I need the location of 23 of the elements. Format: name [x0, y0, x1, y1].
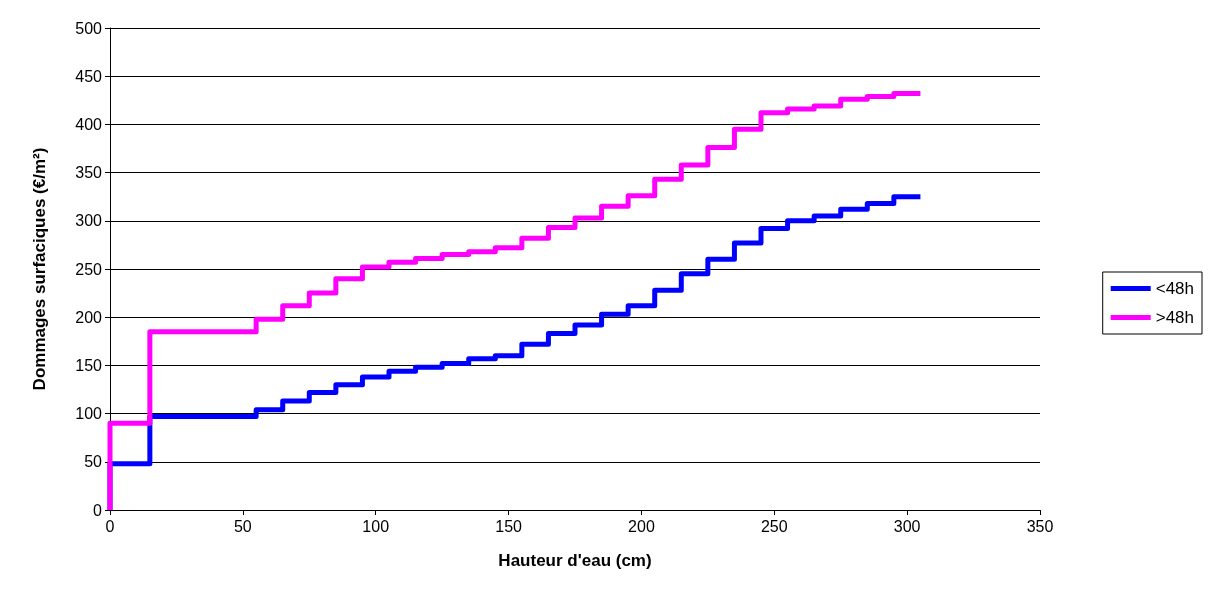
y-tick-label: 250: [75, 260, 103, 278]
y-tick-label: 500: [75, 19, 103, 37]
x-tick-label: 0: [105, 517, 115, 535]
y-tick-label: 50: [84, 453, 103, 471]
x-tick-label: 50: [233, 517, 252, 535]
y-tick-label: 300: [75, 212, 103, 230]
x-tick-label: 150: [495, 517, 523, 535]
legend-label: <48h: [1155, 279, 1195, 298]
y-tick-label: 150: [75, 356, 103, 374]
x-tick-label: 100: [362, 517, 390, 535]
y-tick-label: 0: [93, 501, 103, 519]
y-tick-label: 400: [75, 115, 103, 133]
x-tick-label: 350: [1026, 517, 1054, 535]
legend-label: >48h: [1155, 308, 1195, 327]
y-tick-label: 350: [75, 164, 103, 182]
y-tick-label: 100: [75, 405, 103, 423]
x-tick-label: 250: [760, 517, 788, 535]
x-tick-label: 300: [893, 517, 921, 535]
y-tick-label: 200: [75, 308, 103, 326]
y-tick-label: 450: [75, 67, 103, 85]
y-axis-title: Dommages surfaciques (€/m²): [30, 147, 49, 391]
x-tick-label: 200: [628, 517, 655, 535]
x-axis-title: Hauteur d'eau (cm): [498, 551, 652, 570]
